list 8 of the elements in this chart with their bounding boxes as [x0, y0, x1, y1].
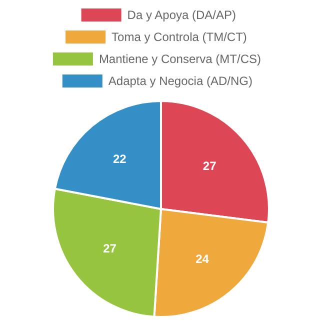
data-label: 27	[202, 159, 217, 174]
data-label: 27	[103, 242, 117, 256]
data-label: 24	[196, 252, 210, 266]
legend-label: Adapta y Negocia (AD/NG)	[108, 74, 252, 88]
legend-label: Toma y Controla (TM/CT)	[112, 30, 247, 44]
legend-label: Mantiene y Conserva (MT/CS)	[98, 52, 261, 66]
data-label: 22	[113, 152, 127, 166]
legend-label: Da y Apoya (DA/AP)	[127, 8, 236, 22]
